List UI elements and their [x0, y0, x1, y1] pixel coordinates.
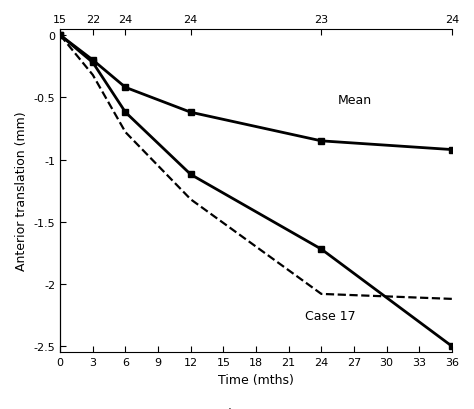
Text: Case 17: Case 17: [305, 309, 356, 322]
X-axis label: Time (mths): Time (mths): [218, 373, 294, 386]
Y-axis label: Anterior translation (mm): Anterior translation (mm): [15, 112, 28, 271]
Text: Fig. 3: Fig. 3: [219, 407, 255, 409]
Text: Mean: Mean: [337, 94, 372, 107]
